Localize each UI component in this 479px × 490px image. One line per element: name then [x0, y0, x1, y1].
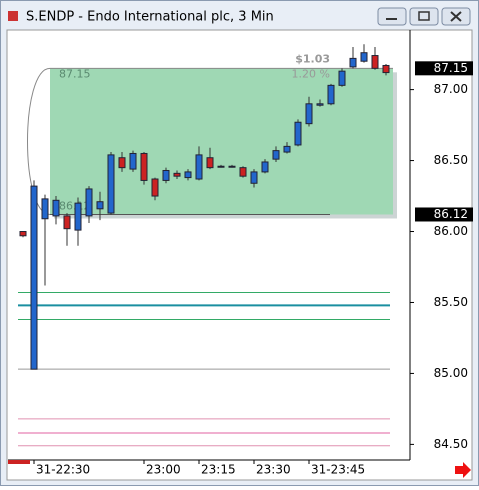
candle-body: [382, 64, 390, 74]
candle-body: [272, 150, 280, 160]
y-tick-label: 86.00: [434, 224, 468, 238]
price-highlight: [415, 207, 473, 222]
candle-body: [140, 152, 148, 181]
x-tick-label: 23:15: [201, 463, 236, 477]
candle-body: [349, 57, 357, 68]
candle-body: [184, 171, 192, 179]
candle-body: [173, 172, 181, 177]
candle-body: [305, 103, 313, 125]
measure-box: [50, 68, 393, 215]
scroll-marker: [8, 460, 30, 464]
candle-body: [239, 167, 247, 177]
window-title: S.ENDP - Endo International plc, 3 Min: [26, 10, 274, 25]
y-tick-label: 87.00: [434, 82, 468, 96]
price-highlight: [415, 61, 473, 76]
candle-body: [30, 185, 38, 370]
measure-high-label: 87.15: [59, 67, 91, 80]
candle-body: [107, 154, 115, 214]
app-icon: [8, 11, 18, 21]
candle-body: [261, 161, 269, 173]
y-tick-label: 85.00: [434, 366, 468, 380]
x-tick-label: 31-23:45: [311, 463, 365, 477]
candle-body: [85, 188, 93, 217]
y-tick-label: 85.50: [434, 295, 468, 309]
candle-body: [52, 199, 60, 217]
candle-body: [41, 198, 49, 220]
candle-body: [96, 201, 104, 210]
candle-body: [74, 202, 82, 231]
candle-body: [151, 178, 159, 197]
candle-body: [294, 121, 302, 146]
candle-body: [162, 169, 170, 181]
candle-body: [195, 154, 203, 180]
candle-body: [371, 55, 379, 69]
candle-body: [217, 165, 225, 168]
measure-bracket: [27, 67, 51, 215]
candle-body: [250, 171, 258, 184]
price-highlight-label: 86.12: [434, 207, 468, 221]
x-tick-label: 31-22:30: [36, 463, 90, 477]
candle-body: [360, 52, 368, 62]
y-tick-label: 86.50: [434, 153, 468, 167]
measure-percent-label: 1.20 %: [292, 67, 330, 80]
candle-body: [283, 145, 291, 153]
x-tick-label: 23:30: [256, 463, 291, 477]
maximize-button[interactable]: [409, 7, 439, 26]
candle-body: [228, 165, 236, 168]
candle-body: [129, 152, 137, 170]
candle-body: [118, 157, 126, 169]
candle-body: [19, 231, 27, 237]
minimize-button[interactable]: [377, 7, 407, 26]
candle-body: [316, 103, 324, 106]
measure-change-label: $1.03: [295, 52, 330, 65]
price-highlight-label: 87.15: [434, 61, 468, 75]
x-tick-label: 23:00: [146, 463, 181, 477]
candle-body: [338, 70, 346, 86]
candle-body: [327, 84, 335, 105]
close-button[interactable]: [441, 7, 471, 26]
candle-body: [206, 157, 214, 169]
candle-body: [63, 215, 71, 230]
scroll-arrow[interactable]: [455, 462, 471, 478]
y-tick-label: 84.50: [434, 437, 468, 451]
